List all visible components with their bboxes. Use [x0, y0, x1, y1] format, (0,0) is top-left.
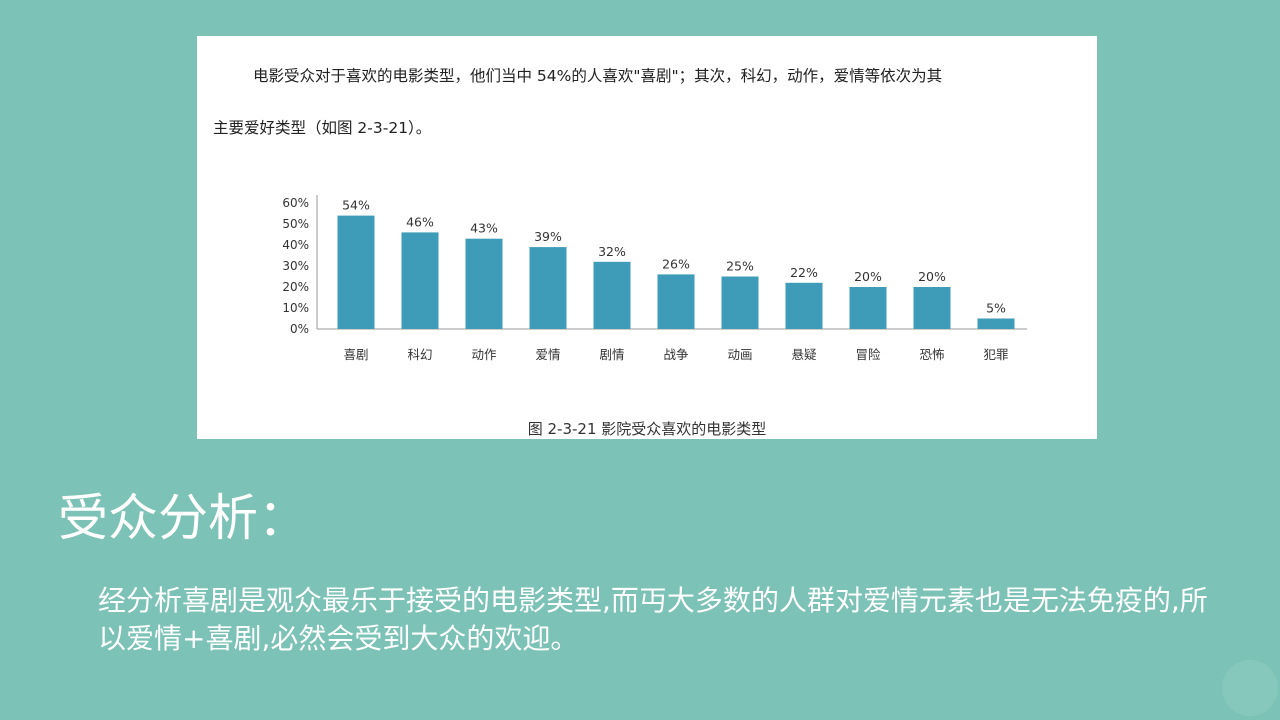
category-label: 科幻 [407, 347, 432, 362]
chart-intro-text: 电影受众对于喜欢的电影类型，他们当中 54%的人喜欢"喜剧"；其次，科幻，动作，… [253, 67, 943, 85]
chart-intro-text-continued: 主要爱好类型（如图 2-3-21）。 [213, 119, 432, 137]
y-tick-label: 30% [282, 259, 309, 273]
chart-figure: 电影受众对于喜欢的电影类型，他们当中 54%的人喜欢"喜剧"；其次，科幻，动作，… [197, 36, 1097, 439]
section-title: 受众分析： [58, 489, 308, 547]
bar-data-label: 43% [470, 221, 498, 236]
bar-1 [337, 215, 375, 329]
category-label: 动画 [727, 347, 752, 362]
bar-data-label: 46% [406, 214, 434, 229]
bar-10 [913, 287, 951, 329]
bar-4 [529, 247, 567, 329]
category-label: 悬疑 [791, 347, 817, 362]
bar-data-label: 25% [726, 259, 754, 274]
y-tick-label: 10% [282, 301, 309, 315]
category-label: 战争 [663, 347, 688, 362]
bar-data-label: 54% [342, 198, 370, 213]
analysis-summary: 经分析喜剧是观众最乐于接受的电影类型,而丏大多数的人群对爱情元素也是无法免疫的,… [98, 584, 1208, 655]
bar-data-label: 26% [662, 256, 690, 271]
bar-7 [721, 276, 759, 329]
bar-2 [401, 232, 439, 329]
category-label: 剧情 [599, 347, 624, 362]
bar-data-label: 39% [534, 229, 562, 244]
category-label: 冒险 [855, 347, 881, 362]
y-tick-label: 50% [282, 217, 309, 231]
bar-data-label: 32% [598, 244, 626, 259]
bar-chart: 0% 10% 20% 30% 40% 50% 60% 54% 喜剧 46% 科幻 43% 动作 39% 爱情… [282, 195, 1027, 362]
y-tick-label: 0% [290, 322, 309, 336]
y-tick-label: 60% [282, 196, 309, 210]
y-tick-label: 20% [282, 280, 309, 294]
bar-3 [465, 238, 503, 329]
decorative-circle [1222, 660, 1278, 716]
category-label: 动作 [471, 347, 497, 362]
category-label: 喜剧 [343, 347, 368, 362]
bar-data-label: 20% [918, 269, 946, 284]
bar-data-label: 5% [986, 301, 1006, 316]
category-label: 犯罪 [983, 347, 1008, 362]
category-label: 恐怖 [919, 347, 944, 362]
bar-6 [657, 274, 695, 329]
chart-caption: 图 2-3-21 影院受众喜欢的电影类型 [527, 420, 767, 438]
bar-9 [849, 287, 887, 329]
bar-data-label: 22% [790, 265, 818, 280]
bar-5 [593, 261, 631, 329]
bar-data-label: 20% [854, 269, 882, 284]
y-tick-label: 40% [282, 238, 309, 252]
bar-11 [977, 318, 1015, 329]
category-label: 爱情 [535, 347, 560, 362]
bar-8 [785, 282, 823, 329]
